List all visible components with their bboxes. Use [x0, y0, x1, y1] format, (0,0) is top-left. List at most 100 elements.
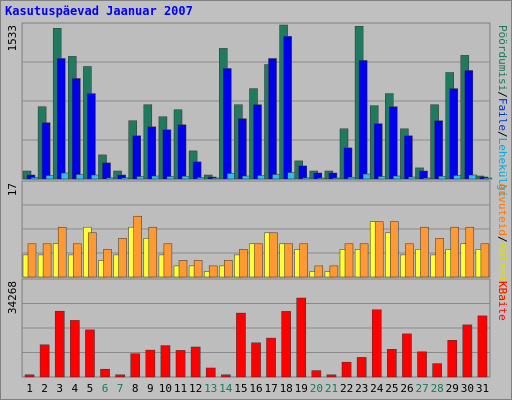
- bar-visits-s3-day-20: [317, 177, 327, 180]
- x-tick-label-9: 9: [147, 382, 154, 395]
- bar-visits-s2-day-23: [358, 60, 368, 180]
- bar-visits-s3-day-24: [377, 176, 387, 180]
- x-tick-label-28: 28: [431, 382, 444, 395]
- bar-bytes-s1-day-1: [24, 374, 35, 378]
- bar-hosts-s2-day-15: [239, 249, 248, 278]
- bar-bytes-s1-day-18: [281, 311, 291, 378]
- x-tick-label-20: 20: [310, 382, 323, 395]
- bar-visits-s3-day-10: [166, 176, 176, 180]
- bar-visits-s2-day-12: [192, 161, 202, 180]
- x-tick-label-7: 7: [117, 382, 124, 395]
- bar-visits-s2-day-26: [404, 135, 413, 180]
- bar-hosts-s2-day-25: [390, 221, 399, 278]
- x-tick-label-16: 16: [249, 382, 262, 395]
- x-tick-label-10: 10: [159, 382, 172, 395]
- bar-bytes-s1-day-24: [371, 309, 382, 378]
- y-max-label-hosts: 17: [6, 183, 19, 196]
- legend-part: KBaite: [496, 281, 509, 321]
- bar-hosts-s2-day-31: [480, 243, 490, 278]
- bar-hosts-s2-day-8: [133, 215, 142, 278]
- x-tick-label-27: 27: [415, 382, 428, 395]
- bar-visits-s3-day-18: [287, 172, 296, 180]
- x-tick-label-18: 18: [280, 382, 293, 395]
- bar-bytes-s1-day-25: [387, 349, 397, 378]
- bar-visits-s3-day-27: [423, 177, 432, 180]
- bar-bytes-s1-day-30: [462, 324, 473, 378]
- bar-hosts-s2-day-26: [405, 243, 414, 278]
- x-tick-label-30: 30: [461, 382, 474, 395]
- bar-hosts-s2-day-24: [374, 221, 384, 278]
- bar-bytes-s1-day-28: [432, 363, 442, 378]
- bar-visits-s2-day-22: [343, 147, 353, 180]
- bar-visits-s3-day-22: [347, 176, 357, 180]
- bar-visits-s3-day-26: [408, 176, 417, 180]
- x-tick-label-26: 26: [400, 382, 413, 395]
- bar-visits-s3-day-31: [483, 177, 493, 180]
- bar-visits-s2-day-6: [102, 162, 111, 180]
- chart-title: Kasutuspäevad Jaanuar 2007: [5, 4, 193, 18]
- legend-part: Pöördumisi: [496, 25, 509, 91]
- bar-hosts-s2-day-22: [344, 243, 354, 278]
- bar-bytes-s1-day-12: [190, 346, 201, 378]
- x-tick-label-19: 19: [295, 382, 308, 395]
- legend-part: Lehekülgi: [496, 138, 509, 198]
- bar-visits-s3-day-6: [106, 177, 115, 180]
- bar-bytes-s1-day-9: [145, 349, 156, 378]
- bar-visits-s3-day-23: [362, 173, 372, 180]
- bar-visits-s3-day-29: [453, 175, 462, 180]
- bar-hosts-s2-day-19: [299, 243, 308, 278]
- x-tick-label-22: 22: [340, 382, 353, 395]
- bar-hosts-s2-day-27: [420, 226, 429, 278]
- bar-visits-s2-day-11: [177, 124, 187, 180]
- bar-bytes-s1-day-5: [85, 329, 95, 378]
- bar-hosts-s2-day-2: [42, 243, 52, 278]
- bar-visits-s3-day-12: [196, 177, 206, 180]
- bar-bytes-s1-day-19: [296, 297, 307, 378]
- bar-bytes-s1-day-10: [160, 345, 171, 378]
- series-legend-visits: Pöördumisi/Faile/Lehekülgi: [496, 25, 509, 197]
- x-tick-label-8: 8: [132, 382, 139, 395]
- bar-visits-s2-day-15: [238, 118, 247, 180]
- bar-bytes-s1-day-11: [175, 350, 186, 378]
- bar-visits-s3-day-13: [211, 177, 221, 180]
- bar-bytes-s1-day-4: [70, 320, 80, 378]
- x-tick-label-4: 4: [71, 382, 78, 395]
- bar-visits-s2-day-19: [298, 165, 307, 180]
- bar-visits-s2-day-18: [283, 36, 292, 180]
- bar-bytes-s1-day-23: [356, 357, 367, 378]
- bar-hosts-s2-day-14: [224, 260, 233, 278]
- bar-visits-s3-day-4: [76, 174, 85, 180]
- x-tick-label-23: 23: [355, 382, 368, 395]
- bar-visits-s2-day-17: [268, 58, 277, 180]
- bar-visits-s3-day-11: [181, 175, 191, 180]
- legend-part: Faile: [496, 98, 509, 131]
- x-tick-label-2: 2: [41, 382, 48, 395]
- x-tick-label-6: 6: [102, 382, 109, 395]
- bar-hosts-s2-day-9: [148, 226, 158, 278]
- bar-visits-s3-day-25: [393, 175, 402, 180]
- bar-bytes-s1-day-20: [311, 370, 322, 378]
- x-tick-label-24: 24: [370, 382, 384, 395]
- x-tick-label-31: 31: [476, 382, 489, 395]
- bar-visits-s3-day-9: [151, 175, 161, 180]
- bar-visits-s2-day-8: [132, 135, 141, 180]
- bar-bytes-s1-day-8: [130, 353, 141, 378]
- x-tick-label-21: 21: [325, 382, 338, 395]
- bar-bytes-s1-day-31: [477, 315, 488, 378]
- x-tick-label-1: 1: [26, 382, 33, 395]
- bar-hosts-s2-day-12: [193, 260, 203, 278]
- bar-visits-s3-day-17: [272, 174, 281, 180]
- y-max-label-bytes: 34268: [6, 281, 19, 314]
- x-tick-label-3: 3: [56, 382, 63, 395]
- bar-visits-s2-day-4: [72, 78, 81, 180]
- bar-hosts-s2-day-28: [435, 238, 444, 278]
- bar-hosts-s2-day-11: [178, 260, 188, 278]
- x-tick-label-11: 11: [174, 382, 187, 395]
- bar-bytes-s1-day-14: [221, 374, 231, 378]
- bar-visits-s3-day-7: [121, 177, 130, 180]
- bar-visits-s2-day-5: [87, 93, 96, 180]
- bar-visits-s2-day-24: [373, 123, 383, 180]
- bar-visits-s2-day-9: [147, 126, 157, 180]
- bar-visits-s3-day-30: [468, 174, 478, 180]
- x-tick-label-5: 5: [87, 382, 94, 395]
